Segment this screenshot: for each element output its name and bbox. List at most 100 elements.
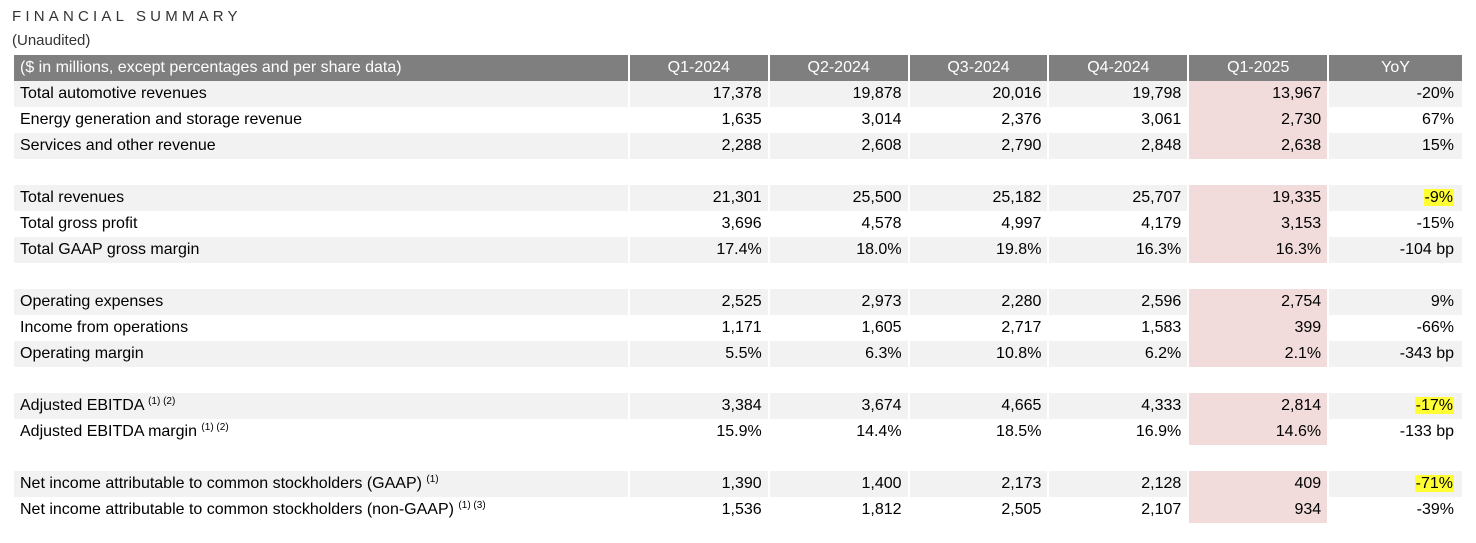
- cell-q3-2024: 4,997: [1001, 215, 1042, 232]
- header-q3-2024: Q3-2024: [909, 55, 1048, 81]
- row-label-text: Total GAAP gross margin: [20, 241, 200, 258]
- cell-q3-2024: 10.8%: [909, 341, 1048, 367]
- cell-q1-2025: 14.6%: [1189, 419, 1328, 445]
- group-spacer: [14, 445, 1462, 471]
- cell-q1-2025: 16.3%: [1189, 237, 1328, 263]
- row-label: Income from operations: [14, 315, 628, 341]
- row-label: Operating expenses: [14, 289, 628, 315]
- cell-yoy: -15%: [1329, 211, 1462, 237]
- group-spacer: [14, 159, 1462, 185]
- footnote-ref: (1): [426, 474, 439, 485]
- table-row: Adjusted EBITDA margin (1) (2) 15.9% 14.4%…: [14, 419, 1462, 445]
- cell-q3-2024: 4,665: [909, 393, 1048, 419]
- row-label: Adjusted EBITDA margin (1) (2): [14, 419, 628, 445]
- cell-yoy: -9%: [1329, 185, 1462, 211]
- cell-yoy: -71%: [1329, 471, 1462, 497]
- cell-q2-2024: 1,812: [861, 501, 902, 518]
- cell-yoy: -66%: [1329, 315, 1462, 341]
- group-spacer: [14, 367, 1462, 393]
- cell-q3-2024: 2,280: [909, 289, 1048, 315]
- group-spacer: [14, 263, 1462, 289]
- yoy-value: -343 bp: [1399, 345, 1454, 362]
- row-label-text: Total gross profit: [20, 215, 138, 232]
- financial-summary-table: ($ in millions, except percentages and p…: [12, 55, 1464, 523]
- yoy-highlighted-value: -17%: [1414, 397, 1454, 414]
- row-label-text: Net income attributable to common stockh…: [20, 475, 422, 492]
- cell-q1-2025: 2.1%: [1189, 341, 1328, 367]
- yoy-value: -15%: [1416, 215, 1454, 232]
- cell-q1-2024: 2,525: [629, 289, 768, 315]
- cell-q4-2024: 19,798: [1049, 81, 1188, 107]
- table-row: Operating expenses 2,525 2,973 2,280 2,596 2,…: [14, 289, 1462, 315]
- table-row: Operating margin 5.5% 6.3% 10.8% 6.2% 2.1% -34…: [14, 341, 1462, 367]
- table-row: Total automotive revenues 17,378 19,878 20,…: [14, 81, 1462, 107]
- cell-q1-2025: 399: [1189, 315, 1328, 341]
- cell-q4-2024: 6.2%: [1049, 341, 1188, 367]
- cell-q4-2024: 1,583: [1141, 319, 1182, 336]
- cell-q1-2025: 2,814: [1189, 393, 1328, 419]
- cell-q1-2024: 1,536: [721, 501, 762, 518]
- cell-q3-2024: 25,182: [909, 185, 1048, 211]
- row-label: Net income attributable to common stockh…: [14, 497, 628, 523]
- cell-q4-2024: 2,128: [1049, 471, 1188, 497]
- cell-q3-2024: 2,505: [1001, 501, 1042, 518]
- cell-q4-2024: 3,061: [1141, 111, 1182, 128]
- cell-q2-2024: 18.0%: [769, 237, 908, 263]
- footnote-ref: (1) (2): [201, 422, 229, 433]
- row-label-text: Adjusted EBITDA margin: [20, 423, 197, 440]
- row-label-text: Net income attributable to common stockh…: [20, 501, 454, 518]
- cell-q3-2024: 20,016: [909, 81, 1048, 107]
- cell-q1-2025: 3,153: [1189, 211, 1328, 237]
- table-row: Total gross profit 3,696 4,578 4,997 4,179 3,…: [14, 211, 1462, 237]
- table-body: Total automotive revenues 17,378 19,878 20,…: [14, 81, 1462, 523]
- table-row: Net income attributable to common stockh…: [14, 497, 1462, 523]
- cell-yoy: 15%: [1329, 133, 1462, 159]
- row-label: Services and other revenue: [14, 133, 628, 159]
- cell-yoy: -104 bp: [1329, 237, 1462, 263]
- yoy-highlighted-value: -9%: [1423, 189, 1454, 206]
- cell-q2-2024: 2,608: [769, 133, 908, 159]
- yoy-value: -104 bp: [1399, 241, 1454, 258]
- cell-q2-2024: 3,014: [861, 111, 902, 128]
- row-label: Total gross profit: [14, 211, 628, 237]
- cell-q3-2024: 2,790: [909, 133, 1048, 159]
- cell-q2-2024: 1,605: [861, 319, 902, 336]
- cell-q1-2024: 1,635: [721, 111, 762, 128]
- cell-q1-2025: 409: [1189, 471, 1328, 497]
- cell-q2-2024: 3,674: [769, 393, 908, 419]
- row-label: Adjusted EBITDA (1) (2): [14, 393, 628, 419]
- cell-q1-2025: 19,335: [1189, 185, 1328, 211]
- cell-yoy: -20%: [1329, 81, 1462, 107]
- cell-q2-2024: 2,973: [769, 289, 908, 315]
- cell-q1-2025: 2,730: [1189, 107, 1328, 133]
- table-row: Adjusted EBITDA (1) (2) 3,384 3,674 4,665 4,…: [14, 393, 1462, 419]
- row-label-text: Income from operations: [20, 319, 189, 336]
- table-row: Total GAAP gross margin 17.4% 18.0% 19.8% 16…: [14, 237, 1462, 263]
- cell-yoy: 67%: [1329, 107, 1462, 133]
- cell-yoy: 9%: [1329, 289, 1462, 315]
- cell-q4-2024: 2,848: [1049, 133, 1188, 159]
- row-label-text: Energy generation and storage revenue: [20, 111, 302, 128]
- cell-q1-2024: 17,378: [629, 81, 768, 107]
- cell-q4-2024: 2,596: [1049, 289, 1188, 315]
- cell-yoy: -343 bp: [1329, 341, 1462, 367]
- table-row: Net income attributable to common stockh…: [14, 471, 1462, 497]
- table-row: Income from operations 1,171 1,605 2,717 1,5…: [14, 315, 1462, 341]
- row-label-text: Total automotive revenues: [20, 85, 207, 102]
- report-subtitle: (Unaudited): [12, 32, 91, 49]
- cell-q2-2024: 19,878: [769, 81, 908, 107]
- yoy-value: -66%: [1416, 319, 1454, 336]
- cell-q1-2025: 2,754: [1189, 289, 1328, 315]
- table-row: Total revenues 21,301 25,500 25,182 25,707 19…: [14, 185, 1462, 211]
- row-label-text: Services and other revenue: [20, 137, 216, 154]
- row-label-text: Total revenues: [20, 189, 125, 206]
- yoy-value: 67%: [1421, 111, 1454, 128]
- cell-q1-2024: 1,390: [629, 471, 768, 497]
- row-label-text: Adjusted EBITDA: [20, 397, 144, 414]
- row-label-text: Operating expenses: [20, 293, 164, 310]
- cell-yoy: -133 bp: [1329, 419, 1462, 445]
- cell-q4-2024: 16.3%: [1049, 237, 1188, 263]
- cell-q4-2024: 4,179: [1141, 215, 1182, 232]
- cell-q2-2024: 1,400: [769, 471, 908, 497]
- cell-yoy: -17%: [1329, 393, 1462, 419]
